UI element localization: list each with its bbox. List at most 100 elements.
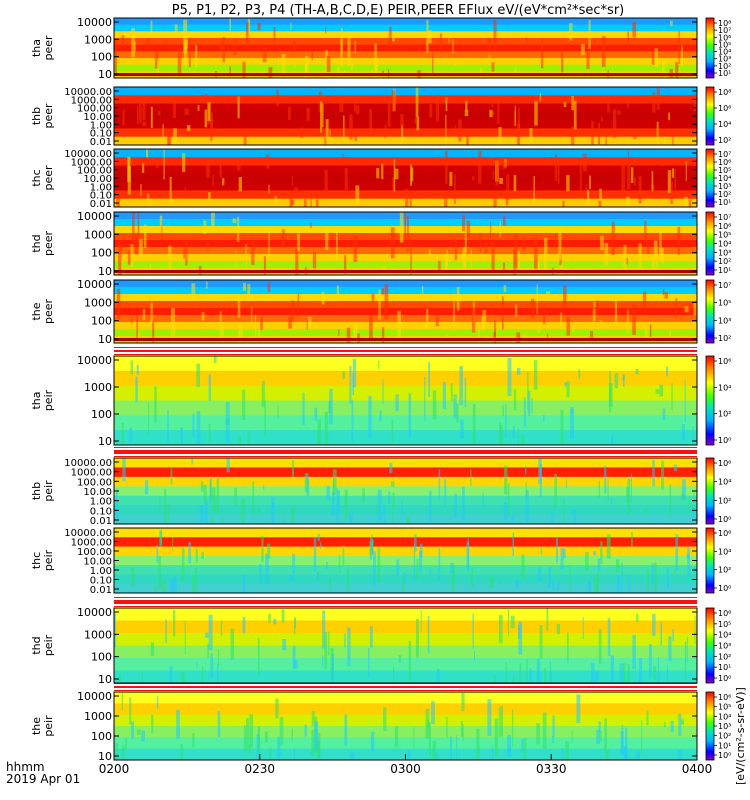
y-tick-label: 10.00 (83, 174, 112, 185)
colorbar-tick-label: 10⁶ (718, 609, 731, 618)
colorbar-tick-label: 10³ (718, 55, 731, 64)
colorbar-tick-label: 10² (718, 334, 731, 343)
colorbar-tick-label: 10⁴ (718, 547, 731, 556)
colorbar-tick-label: 10⁴ (718, 383, 731, 392)
y-tick-label: 10000.00 (64, 458, 112, 469)
x-units-label: hhmm (6, 760, 45, 774)
y-tick-label: 1000 (84, 628, 112, 641)
colorbar-tick-label: 10⁶ (718, 158, 731, 167)
y-tick-label: 10.00 (83, 557, 112, 568)
x-tick-label: 0230 (244, 762, 275, 776)
y-tick-label: 1000 (84, 33, 112, 46)
colorbar (705, 86, 715, 146)
y-tick-label: 10000.00 (64, 87, 112, 98)
colorbar-tick-label: 10⁴ (718, 174, 731, 183)
panel-frame (113, 355, 698, 446)
y-tick-label: 1000 (84, 381, 112, 394)
colorbar-tick-label: 10⁰ (718, 584, 731, 593)
colorbar-tick-label: 10⁴ (718, 478, 731, 487)
y-tick-label: 10 (98, 68, 112, 81)
y-tick-label: 1000.00 (71, 538, 112, 549)
panel-thd-peer: 10000 1000 100 10 thdpeer 10⁷10⁶10⁵10⁴10³10²1… (30, 210, 731, 278)
colorbar-tick-label: 10³ (718, 722, 731, 731)
y-axis-label: thepeer (30, 299, 55, 325)
colorbar-tick-label: 10² (718, 652, 731, 661)
panel-frame (113, 607, 698, 684)
y-axis-label: thdpeir (30, 634, 55, 656)
y-tick-label: 1.00 (90, 182, 112, 193)
colorbar-tick-label: 10⁷ (718, 213, 731, 222)
colorbar-tick-label: 10² (718, 62, 731, 71)
y-tick-label: 0.01 (90, 516, 112, 527)
y-axis-label: thcpeer (30, 165, 55, 191)
panel-frame (113, 211, 698, 276)
y-tick-label: 10 (98, 673, 112, 686)
y-tick-label: 100 (91, 408, 112, 421)
colorbar-units-label: [eV/(cm²-s-sr-eV)] (734, 687, 747, 785)
y-tick-label: 10000 (77, 354, 112, 367)
colorbar-tick-label: 10⁶ (718, 104, 731, 113)
colorbar-tick-label: 10⁵ (718, 620, 731, 629)
colorbar-tick-label: 10³ (718, 248, 731, 257)
y-tick-label: 100 (91, 651, 112, 664)
y-tick-label: 10000 (77, 16, 112, 29)
colorbar-tick-label: 10⁵ (718, 40, 731, 49)
y-tick-label: 100 (91, 730, 112, 743)
y-tick-label: 10000 (77, 690, 112, 703)
x-tick-label: 0400 (682, 762, 713, 776)
colorbar-tick-label: 10⁴ (718, 712, 731, 721)
colorbar (705, 148, 715, 208)
colorbar-tick-label: 10⁶ (718, 33, 731, 42)
colorbar-tick-label: 10⁰ (718, 751, 731, 760)
colorbar-tick-label: 10⁴ (718, 240, 731, 249)
colorbar-tick-label: 10² (718, 190, 731, 199)
y-tick-label: 10000 (77, 606, 112, 619)
colorbar-tick-label: 10¹ (718, 663, 731, 672)
y-tick-label: 1.00 (90, 120, 112, 131)
colorbar-tick-label: 10⁵ (718, 703, 731, 712)
colorbar-tick-label: 10³ (718, 316, 731, 325)
y-axis-label: thapeir (30, 389, 55, 411)
y-tick-label: 10000 (77, 210, 112, 223)
colorbar-tick-label: 10⁶ (718, 222, 731, 231)
y-tick-label: 0.10 (90, 129, 112, 140)
colorbar-tick-label: 10⁸ (718, 88, 731, 97)
colorbar (705, 607, 715, 684)
colorbar (705, 691, 715, 761)
y-tick-label: 0.10 (90, 191, 112, 202)
y-tick-label: 10000.00 (64, 149, 112, 160)
colorbar-tick-label: 10⁶ (718, 529, 731, 538)
colorbar (705, 527, 715, 594)
colorbar-tick-label: 10¹ (718, 198, 731, 207)
y-tick-label: 100.00 (77, 547, 112, 558)
x-tick-label: 0300 (390, 762, 421, 776)
colorbar-tick-label: 10⁰ (718, 674, 731, 683)
panel-tha-peir: 10000 1000 100 10 thapeir 10⁶ 10⁴ 10² 10⁰ (30, 354, 731, 448)
y-tick-label: 100 (91, 247, 112, 260)
y-tick-label: 1000 (84, 710, 112, 723)
date-label: 2019 Apr 01 (6, 772, 80, 786)
colorbar-tick-label: 10⁷ (718, 281, 731, 290)
colorbar-tick-label: 10² (718, 732, 731, 741)
colorbar-tick-label: 10⁷ (718, 150, 731, 159)
y-tick-label: 1000 (84, 228, 112, 241)
colorbar-tick-label: 10² (718, 566, 731, 575)
separator-stripe (114, 447, 697, 457)
y-axis-label: thcpeir (30, 549, 55, 571)
panel-frame (113, 279, 698, 344)
colorbar (705, 457, 715, 525)
panel-the-peir: 10000 1000 100 10 thepeir 10⁶10⁵10⁴10³10²10¹1… (30, 690, 731, 763)
y-tick-label: 1000.00 (71, 157, 112, 168)
colorbar-tick-label: 10¹ (718, 69, 731, 78)
colorbar (705, 355, 715, 446)
colorbar-tick-label: 10⁰ (718, 515, 731, 524)
y-tick-label: 1000 (84, 296, 112, 309)
colorbar-tick-label: 10² (718, 257, 731, 266)
panel-frame (113, 17, 698, 79)
x-tick-label: 0200 (99, 762, 130, 776)
y-tick-label: 0.10 (90, 506, 112, 517)
panel-tha-peer: 10000100010010thapeer10⁸10⁷10⁶10⁵10⁴10³1… (30, 16, 731, 81)
